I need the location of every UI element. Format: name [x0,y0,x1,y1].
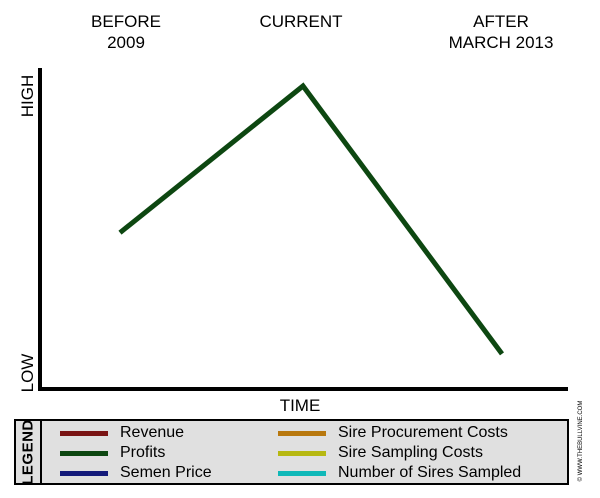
x-axis-label: TIME [279,396,321,415]
phase-label-after-march-2013: AFTER MARCH 2013 [448,12,554,52]
legend-item-profits: Profits [60,443,165,463]
legend-title: LEGEND [19,419,37,485]
legend-label-revenue: Revenue [120,424,185,441]
series-line-profits [118,82,505,356]
copyright-credit: © WWW.THEBULLVINE.COM [578,400,584,482]
legend: LEGEND Revenue Profits Semen Price Sire … [14,419,569,485]
legend-label-sire-sampling-costs: Sire Sampling Costs [338,444,483,461]
legend-item-revenue: Revenue [60,423,184,443]
legend-item-number-of-sires-sampled: Number of Sires Sampled [278,463,521,483]
legend-item-semen-price: Semen Price [60,463,212,483]
legend-swatch-semen-price [60,470,108,476]
legend-label-number-of-sires-sampled: Number of Sires Sampled [338,464,522,481]
legend-item-sire-procurement-costs: Sire Procurement Costs [278,423,508,443]
legend-title-box: LEGEND [16,419,42,485]
phase-label-current: CURRENT [259,12,343,31]
phase-label-before-2009: BEFORE 2009 [91,12,161,52]
legend-swatch-sire-sampling-costs [278,450,326,456]
legend-swatch-revenue [60,430,108,436]
legend-label-profits: Profits [120,444,166,461]
legend-item-sire-sampling-costs: Sire Sampling Costs [278,443,483,463]
legend-label-semen-price: Semen Price [120,464,212,481]
legend-label-sire-procurement-costs: Sire Procurement Costs [338,424,508,441]
legend-swatch-sire-procurement-costs [278,430,326,436]
legend-swatch-profits [60,450,108,456]
legend-swatch-number-of-sires-sampled [278,470,326,476]
